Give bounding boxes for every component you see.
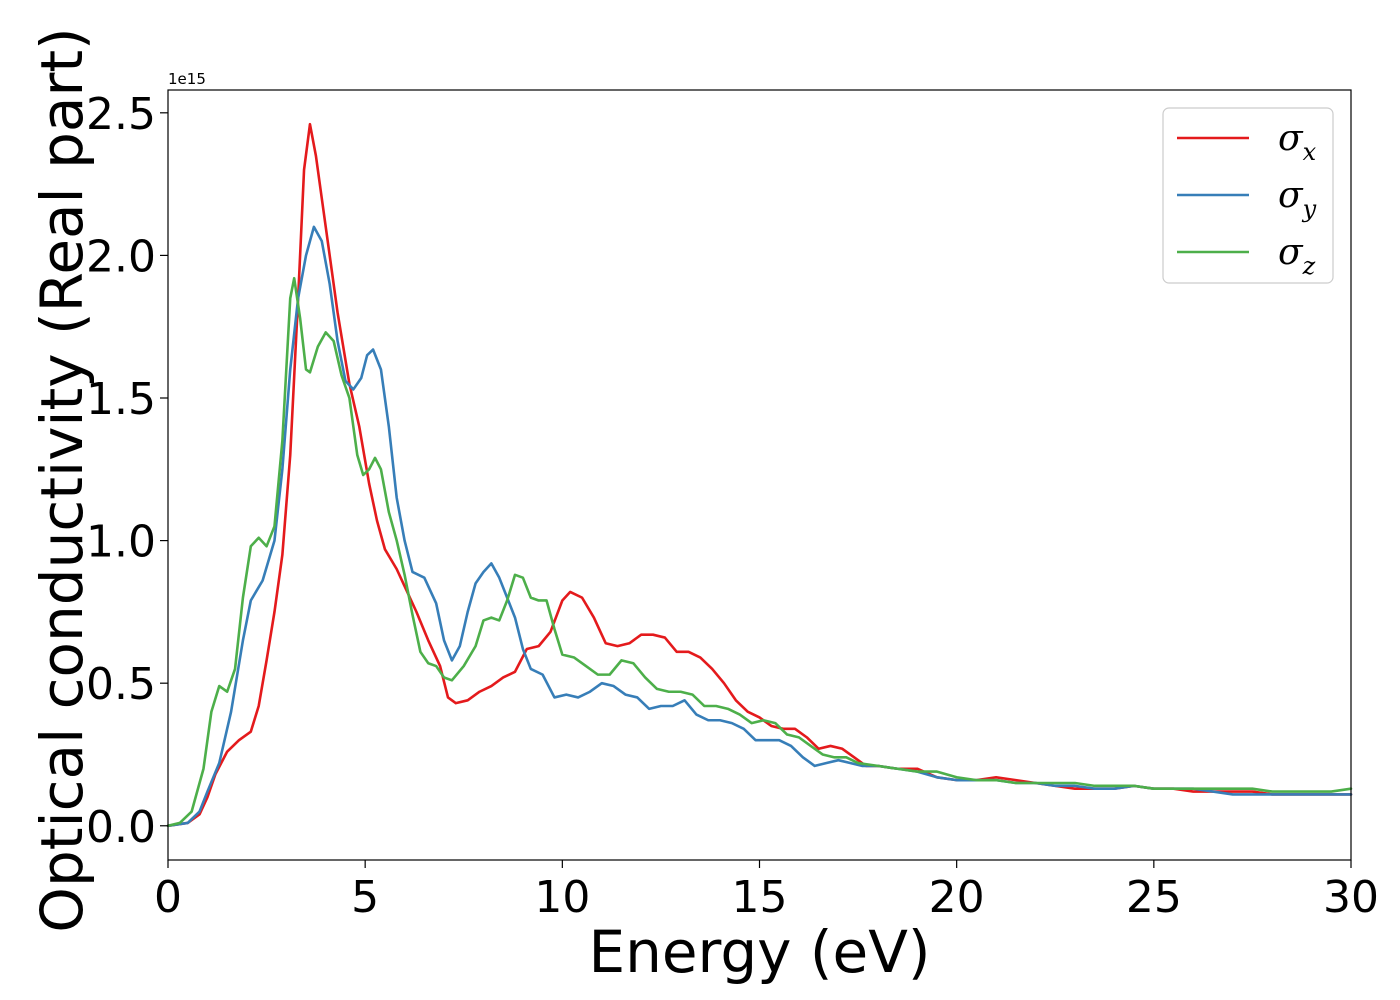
series-line-z <box>166 276 1353 828</box>
x-tick-label: 5 <box>351 872 379 923</box>
y-axis-label: Optical conductivity (Real part) <box>28 27 96 932</box>
y-tick-label: 2.5 <box>86 89 156 140</box>
y-tick-label: 1.0 <box>86 517 156 568</box>
x-tick-label: 20 <box>929 872 985 923</box>
y-tick-label: 0.5 <box>86 659 156 710</box>
x-tick-label: 0 <box>154 872 182 923</box>
x-tick-label: 10 <box>534 872 590 923</box>
x-tick-label: 30 <box>1323 872 1379 923</box>
series-layer <box>166 122 1353 828</box>
legend-entry-y: σy <box>1278 175 1317 223</box>
y-axis-offset-label: 1e15 <box>168 70 206 88</box>
legend-entry-z: σz <box>1278 232 1316 280</box>
legend-entry-x: σx <box>1278 118 1317 166</box>
y-tick-label: 2.0 <box>86 231 156 282</box>
x-axis-label: Energy (eV) <box>588 918 930 986</box>
x-tick-label: 25 <box>1126 872 1182 923</box>
y-tick-label: 0.0 <box>86 802 156 853</box>
y-tick-label: 1.5 <box>86 374 156 425</box>
legend: σx σy σz <box>1162 107 1334 284</box>
x-axis-ticks: 0 5 10 15 20 25 30 <box>154 860 1379 923</box>
series-line-y <box>166 225 1353 828</box>
x-tick-label: 15 <box>732 872 788 923</box>
y-axis-ticks: 0.0 0.5 1.0 1.5 2.0 2.5 <box>86 89 168 853</box>
